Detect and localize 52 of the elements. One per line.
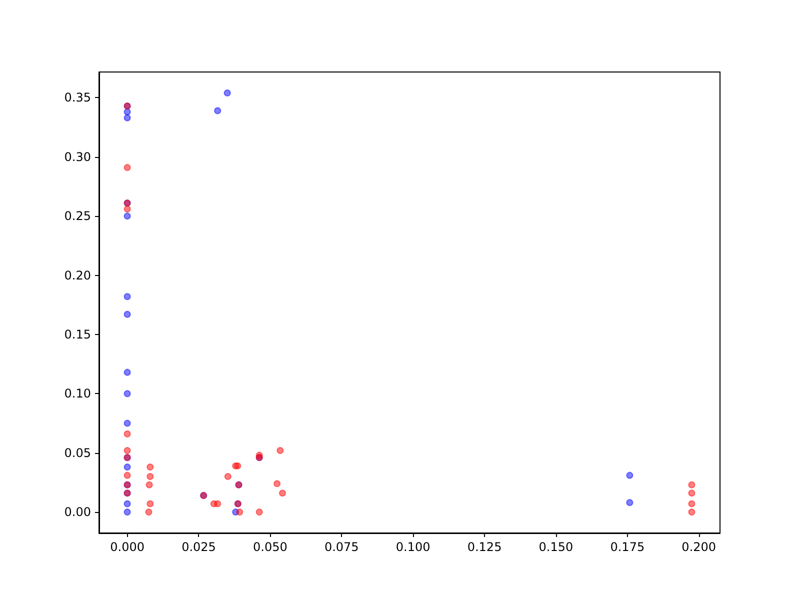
point [124, 164, 131, 172]
point [124, 420, 131, 427]
point [124, 430, 131, 438]
point [124, 368, 131, 376]
point [688, 500, 696, 508]
point [224, 473, 232, 480]
point [124, 446, 131, 454]
point [146, 473, 154, 480]
point [626, 472, 634, 479]
x-tick-label: 0.125 [467, 540, 502, 554]
y-tick-label: 0.05 [64, 446, 91, 460]
point [124, 472, 131, 479]
y-tick-label: 0.00 [64, 505, 91, 520]
point [688, 508, 696, 516]
y-tick-label: 0.30 [64, 150, 91, 164]
y-tick-label: 0.10 [64, 386, 91, 401]
point [274, 480, 281, 488]
point [688, 481, 696, 488]
x-tick-label: 0.150 [538, 540, 574, 554]
y-tick-label: 0.35 [64, 90, 91, 105]
x-tick-label: 0.175 [610, 540, 645, 554]
point [124, 293, 131, 300]
point [214, 500, 222, 508]
point [124, 114, 131, 122]
point [124, 390, 131, 398]
point [688, 490, 696, 497]
x-tick-label: 0.025 [182, 540, 216, 554]
point [236, 508, 244, 516]
point [124, 508, 131, 516]
point [145, 508, 152, 516]
point [146, 464, 154, 471]
point [256, 508, 263, 516]
point [214, 107, 222, 114]
point [124, 212, 131, 220]
point [224, 89, 231, 96]
point [124, 310, 131, 318]
point [146, 481, 153, 488]
point [124, 464, 131, 471]
point [124, 500, 131, 508]
point [124, 205, 131, 212]
point [278, 490, 286, 497]
y-tick-label: 0.15 [64, 327, 91, 342]
point [626, 499, 634, 506]
x-tick-label: 0.075 [324, 540, 359, 554]
y-tick-label: 0.25 [64, 209, 91, 224]
point [276, 446, 284, 454]
x-tick-label: 0.200 [682, 540, 716, 554]
y-tick-label: 0.20 [64, 268, 91, 282]
point [146, 500, 154, 508]
x-tick-label: 0.000 [110, 540, 144, 554]
x-tick-label: 0.100 [396, 540, 430, 554]
x-tick-label: 0.050 [253, 540, 288, 554]
